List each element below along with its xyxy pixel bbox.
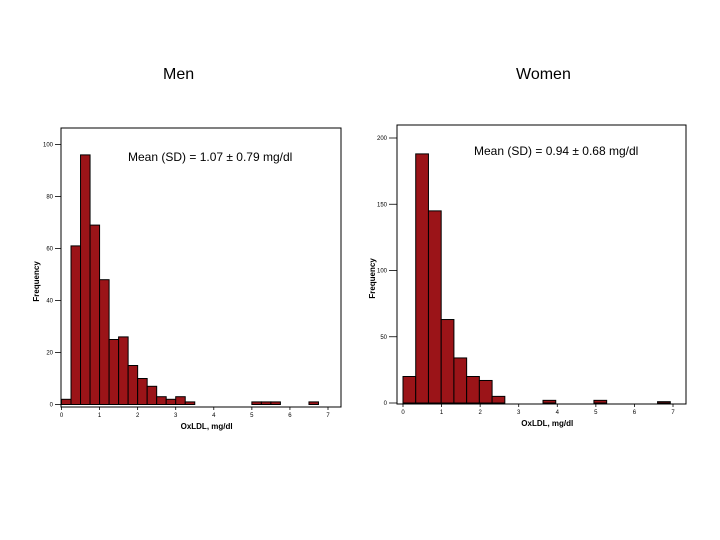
histogram-bar	[402, 376, 417, 404]
y-tick-label: 0	[50, 403, 54, 409]
histogram-women: 0 50 100 150 200 0 1 2 3 4 5 6 7 OxLDL, mg/dl Frequenc…	[368, 124, 687, 428]
x-tick-label: 0	[401, 410, 405, 416]
histogram-bar	[593, 399, 608, 404]
x-tick-label: 3	[174, 413, 178, 419]
chart-title-women: Women	[516, 66, 571, 83]
histogram-bar	[146, 385, 158, 405]
histogram-bar	[542, 399, 557, 404]
mean-sd-annotation: Mean (SD) = 0.94 ± 0.68 mg/dl	[474, 144, 638, 158]
y-tick-label: 0	[384, 401, 388, 407]
histogram-bar	[308, 401, 319, 405]
x-tick-label: 5	[250, 413, 254, 419]
x-axis-label: OxLDL, mg/dl	[181, 422, 233, 431]
histogram-bar	[127, 365, 139, 405]
x-tick-label: 3	[517, 410, 521, 416]
histogram-bar	[657, 401, 671, 404]
x-tick-label: 2	[478, 410, 482, 416]
histogram-bar	[260, 401, 272, 405]
histogram-bar	[61, 398, 72, 405]
histogram-bar	[440, 319, 455, 404]
x-tick-label: 2	[136, 413, 140, 419]
plot-frame	[396, 124, 687, 405]
y-tick-label: 50	[380, 335, 387, 341]
histogram-bar	[165, 398, 177, 405]
histogram-bar	[156, 396, 167, 406]
histogram-bar	[466, 376, 480, 404]
y-tick-label: 20	[46, 351, 53, 357]
plot-frame	[60, 127, 342, 408]
x-tick-label: 1	[440, 410, 444, 416]
histogram-bar	[415, 153, 429, 404]
x-tick-label: 6	[633, 410, 637, 416]
y-tick-label: 100	[377, 269, 388, 275]
histogram-bar	[251, 401, 262, 405]
y-tick-label: 200	[377, 136, 388, 142]
x-tick-label: 0	[60, 413, 64, 419]
y-tick-label: 150	[377, 202, 388, 208]
x-tick-label: 4	[556, 410, 560, 416]
histogram-bar	[184, 401, 196, 405]
y-tick-label: 100	[43, 143, 54, 149]
histogram-bar	[118, 336, 129, 405]
histogram-bar	[108, 339, 120, 405]
x-tick-label: 5	[594, 410, 598, 416]
histogram-men: 0 20 40 60 80 100 0 1 2 3 4 5 6 7 OxLDL, mg/dl Frequenc…	[32, 127, 342, 431]
histogram-bar	[175, 396, 186, 406]
x-tick-label: 1	[98, 413, 102, 419]
x-axis-label: OxLDL, mg/dl	[521, 419, 573, 428]
histogram-bar	[491, 395, 506, 404]
x-tick-label: 6	[288, 413, 292, 419]
histogram-bar	[427, 210, 442, 404]
histogram-bar	[453, 357, 468, 404]
histogram-bar	[89, 224, 101, 405]
histogram-bar	[99, 279, 110, 405]
histogram-bar	[70, 245, 82, 406]
histogram-bar	[137, 378, 148, 405]
x-tick-label: 4	[212, 413, 216, 419]
histogram-bar	[80, 154, 91, 406]
y-tick-label: 60	[46, 247, 53, 253]
histogram-bar	[270, 401, 281, 405]
histogram-bar	[478, 379, 493, 404]
x-tick-label: 7	[671, 410, 675, 416]
x-tick-label: 7	[326, 413, 330, 419]
y-axis-label: Frequency	[368, 258, 377, 299]
mean-sd-annotation: Mean (SD) = 1.07 ± 0.79 mg/dl	[128, 150, 292, 164]
y-tick-label: 40	[46, 299, 53, 305]
chart-title-men: Men	[163, 66, 195, 83]
y-tick-label: 80	[46, 195, 53, 201]
y-axis-label: Frequency	[32, 261, 41, 302]
